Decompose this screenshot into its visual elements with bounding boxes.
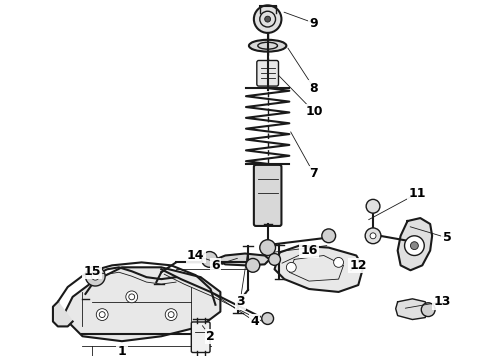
Text: 7: 7	[310, 167, 318, 180]
Circle shape	[334, 257, 343, 267]
Polygon shape	[63, 267, 220, 341]
Text: 15: 15	[84, 265, 101, 278]
Text: 3: 3	[236, 295, 245, 308]
Text: 10: 10	[305, 105, 323, 118]
Circle shape	[421, 303, 435, 316]
FancyBboxPatch shape	[257, 60, 278, 86]
Text: 1: 1	[118, 345, 126, 357]
Circle shape	[96, 309, 108, 320]
FancyBboxPatch shape	[191, 322, 210, 352]
Polygon shape	[216, 253, 270, 265]
Polygon shape	[398, 218, 432, 270]
Circle shape	[202, 252, 218, 267]
Text: 16: 16	[300, 244, 318, 257]
Circle shape	[366, 199, 380, 213]
Polygon shape	[53, 302, 73, 327]
Circle shape	[286, 262, 296, 272]
Text: 14: 14	[187, 249, 204, 262]
Circle shape	[365, 228, 381, 244]
Text: 9: 9	[310, 17, 318, 30]
Circle shape	[260, 240, 275, 256]
FancyBboxPatch shape	[254, 165, 281, 226]
Text: 4: 4	[250, 315, 259, 328]
Circle shape	[322, 229, 336, 243]
Text: 6: 6	[211, 259, 220, 272]
Circle shape	[262, 312, 273, 324]
Circle shape	[411, 242, 418, 249]
Polygon shape	[396, 299, 427, 320]
Circle shape	[265, 16, 270, 22]
Circle shape	[91, 272, 99, 280]
Circle shape	[269, 253, 280, 265]
Circle shape	[126, 291, 138, 303]
Circle shape	[85, 266, 105, 286]
Text: 11: 11	[409, 187, 426, 200]
Circle shape	[254, 5, 281, 33]
Text: 8: 8	[310, 82, 318, 95]
Polygon shape	[274, 246, 363, 292]
Ellipse shape	[249, 40, 286, 51]
Text: 12: 12	[349, 259, 367, 272]
Circle shape	[405, 236, 424, 256]
Circle shape	[246, 258, 260, 272]
Circle shape	[370, 233, 376, 239]
Text: 2: 2	[206, 330, 215, 343]
Text: 13: 13	[433, 295, 451, 308]
Text: 5: 5	[442, 231, 451, 244]
Circle shape	[165, 309, 177, 320]
